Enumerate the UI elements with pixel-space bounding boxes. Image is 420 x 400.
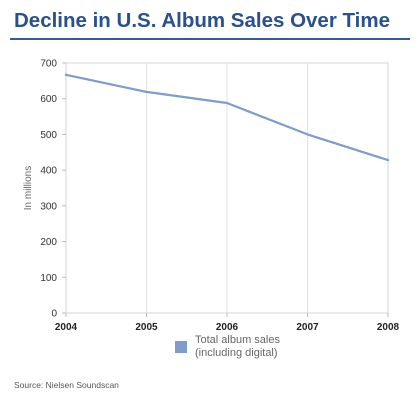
data-point — [306, 133, 309, 136]
y-axis-label: In millions — [23, 166, 34, 210]
y-tick-label: 300 — [40, 201, 57, 212]
y-tick-label: 600 — [40, 94, 57, 105]
y-tick-label: 400 — [40, 166, 57, 177]
y-tick-label: 500 — [40, 130, 57, 141]
data-point — [225, 101, 229, 105]
y-tick-label: 200 — [40, 237, 57, 248]
source-note: Source: Nielsen Soundscan — [14, 380, 119, 390]
y-tick-label: 700 — [40, 59, 57, 70]
y-tick-label: 0 — [51, 309, 57, 320]
data-point — [145, 90, 148, 94]
y-tick-label: 100 — [40, 273, 57, 284]
x-tick-label: 2007 — [296, 322, 319, 333]
data-point — [64, 73, 68, 76]
data-point — [386, 159, 390, 162]
x-tick-label: 2008 — [377, 322, 400, 333]
x-tick-label: 2006 — [216, 322, 239, 333]
title-underline — [10, 38, 410, 40]
x-tick-label: 2004 — [55, 322, 78, 333]
legend-swatch — [175, 341, 187, 353]
legend-label: Total album sales (including digital) — [195, 334, 280, 359]
chart-title: Decline in U.S. Album Sales Over Time — [14, 9, 390, 32]
x-tick-label: 2005 — [135, 322, 158, 333]
chart-legend: Total album sales (including digital) — [175, 334, 305, 360]
